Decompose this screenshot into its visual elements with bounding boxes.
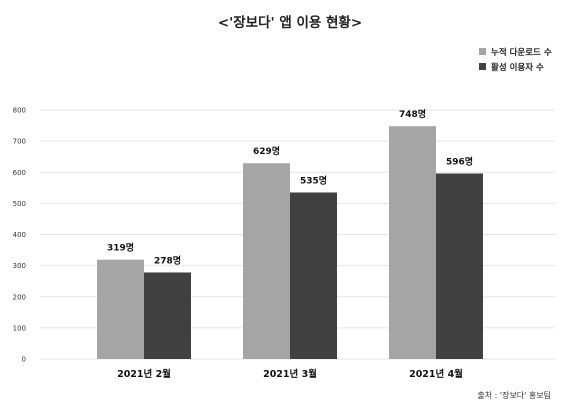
data-label-active-users-2: 535명 — [300, 174, 327, 186]
y-tick-label-500: 500 — [13, 200, 26, 208]
legend-swatch-downloads — [479, 48, 486, 55]
y-tick-label-400: 400 — [13, 231, 26, 239]
bar-active-users-1 — [144, 272, 191, 359]
x-category-label-2: 2021년 3월 — [263, 368, 317, 380]
y-tick-label-300: 300 — [13, 262, 26, 270]
y-tick-label-700: 700 — [13, 138, 26, 146]
y-tick-label-800: 800 — [13, 107, 26, 115]
legend: 누적 다운로드 수 활성 이용자 수 — [479, 47, 552, 73]
y-tick-label-200: 200 — [13, 293, 26, 301]
bar-downloads-1 — [97, 259, 144, 359]
bar-downloads-2 — [243, 163, 290, 359]
bar-active-users-2 — [290, 192, 337, 359]
y-tick-label-0: 0 — [22, 356, 26, 364]
x-category-label-1: 2021년 2월 — [117, 368, 171, 380]
bar-active-users-3 — [436, 173, 483, 359]
data-label-downloads-1: 319명 — [107, 242, 134, 254]
y-tick-label-100: 100 — [13, 324, 26, 332]
x-category-label-3: 2021년 4월 — [409, 368, 463, 380]
data-labels: 319명 278명 629명 535명 748명 596명 — [107, 108, 473, 266]
chart-title: <'장보다' 앱 이용 현황> — [218, 14, 362, 31]
bar-downloads-3 — [389, 126, 436, 359]
bars — [97, 126, 483, 359]
legend-label-downloads: 누적 다운로드 수 — [491, 47, 552, 58]
data-label-downloads-2: 629명 — [253, 145, 280, 157]
legend-label-active-users: 활성 이용자 수 — [491, 62, 544, 73]
y-tick-label-600: 600 — [13, 169, 26, 177]
legend-swatch-active-users — [479, 63, 486, 70]
y-axis: 0 100 200 300 400 500 600 700 800 — [13, 107, 26, 364]
data-label-downloads-3: 748명 — [399, 108, 426, 120]
source-note: 출처 : '장보다' 홍보팀 — [477, 390, 551, 400]
data-label-active-users-3: 596명 — [446, 155, 473, 167]
x-axis: 2021년 2월 2021년 3월 2021년 4월 — [117, 368, 463, 380]
data-label-active-users-1: 278명 — [154, 254, 181, 266]
